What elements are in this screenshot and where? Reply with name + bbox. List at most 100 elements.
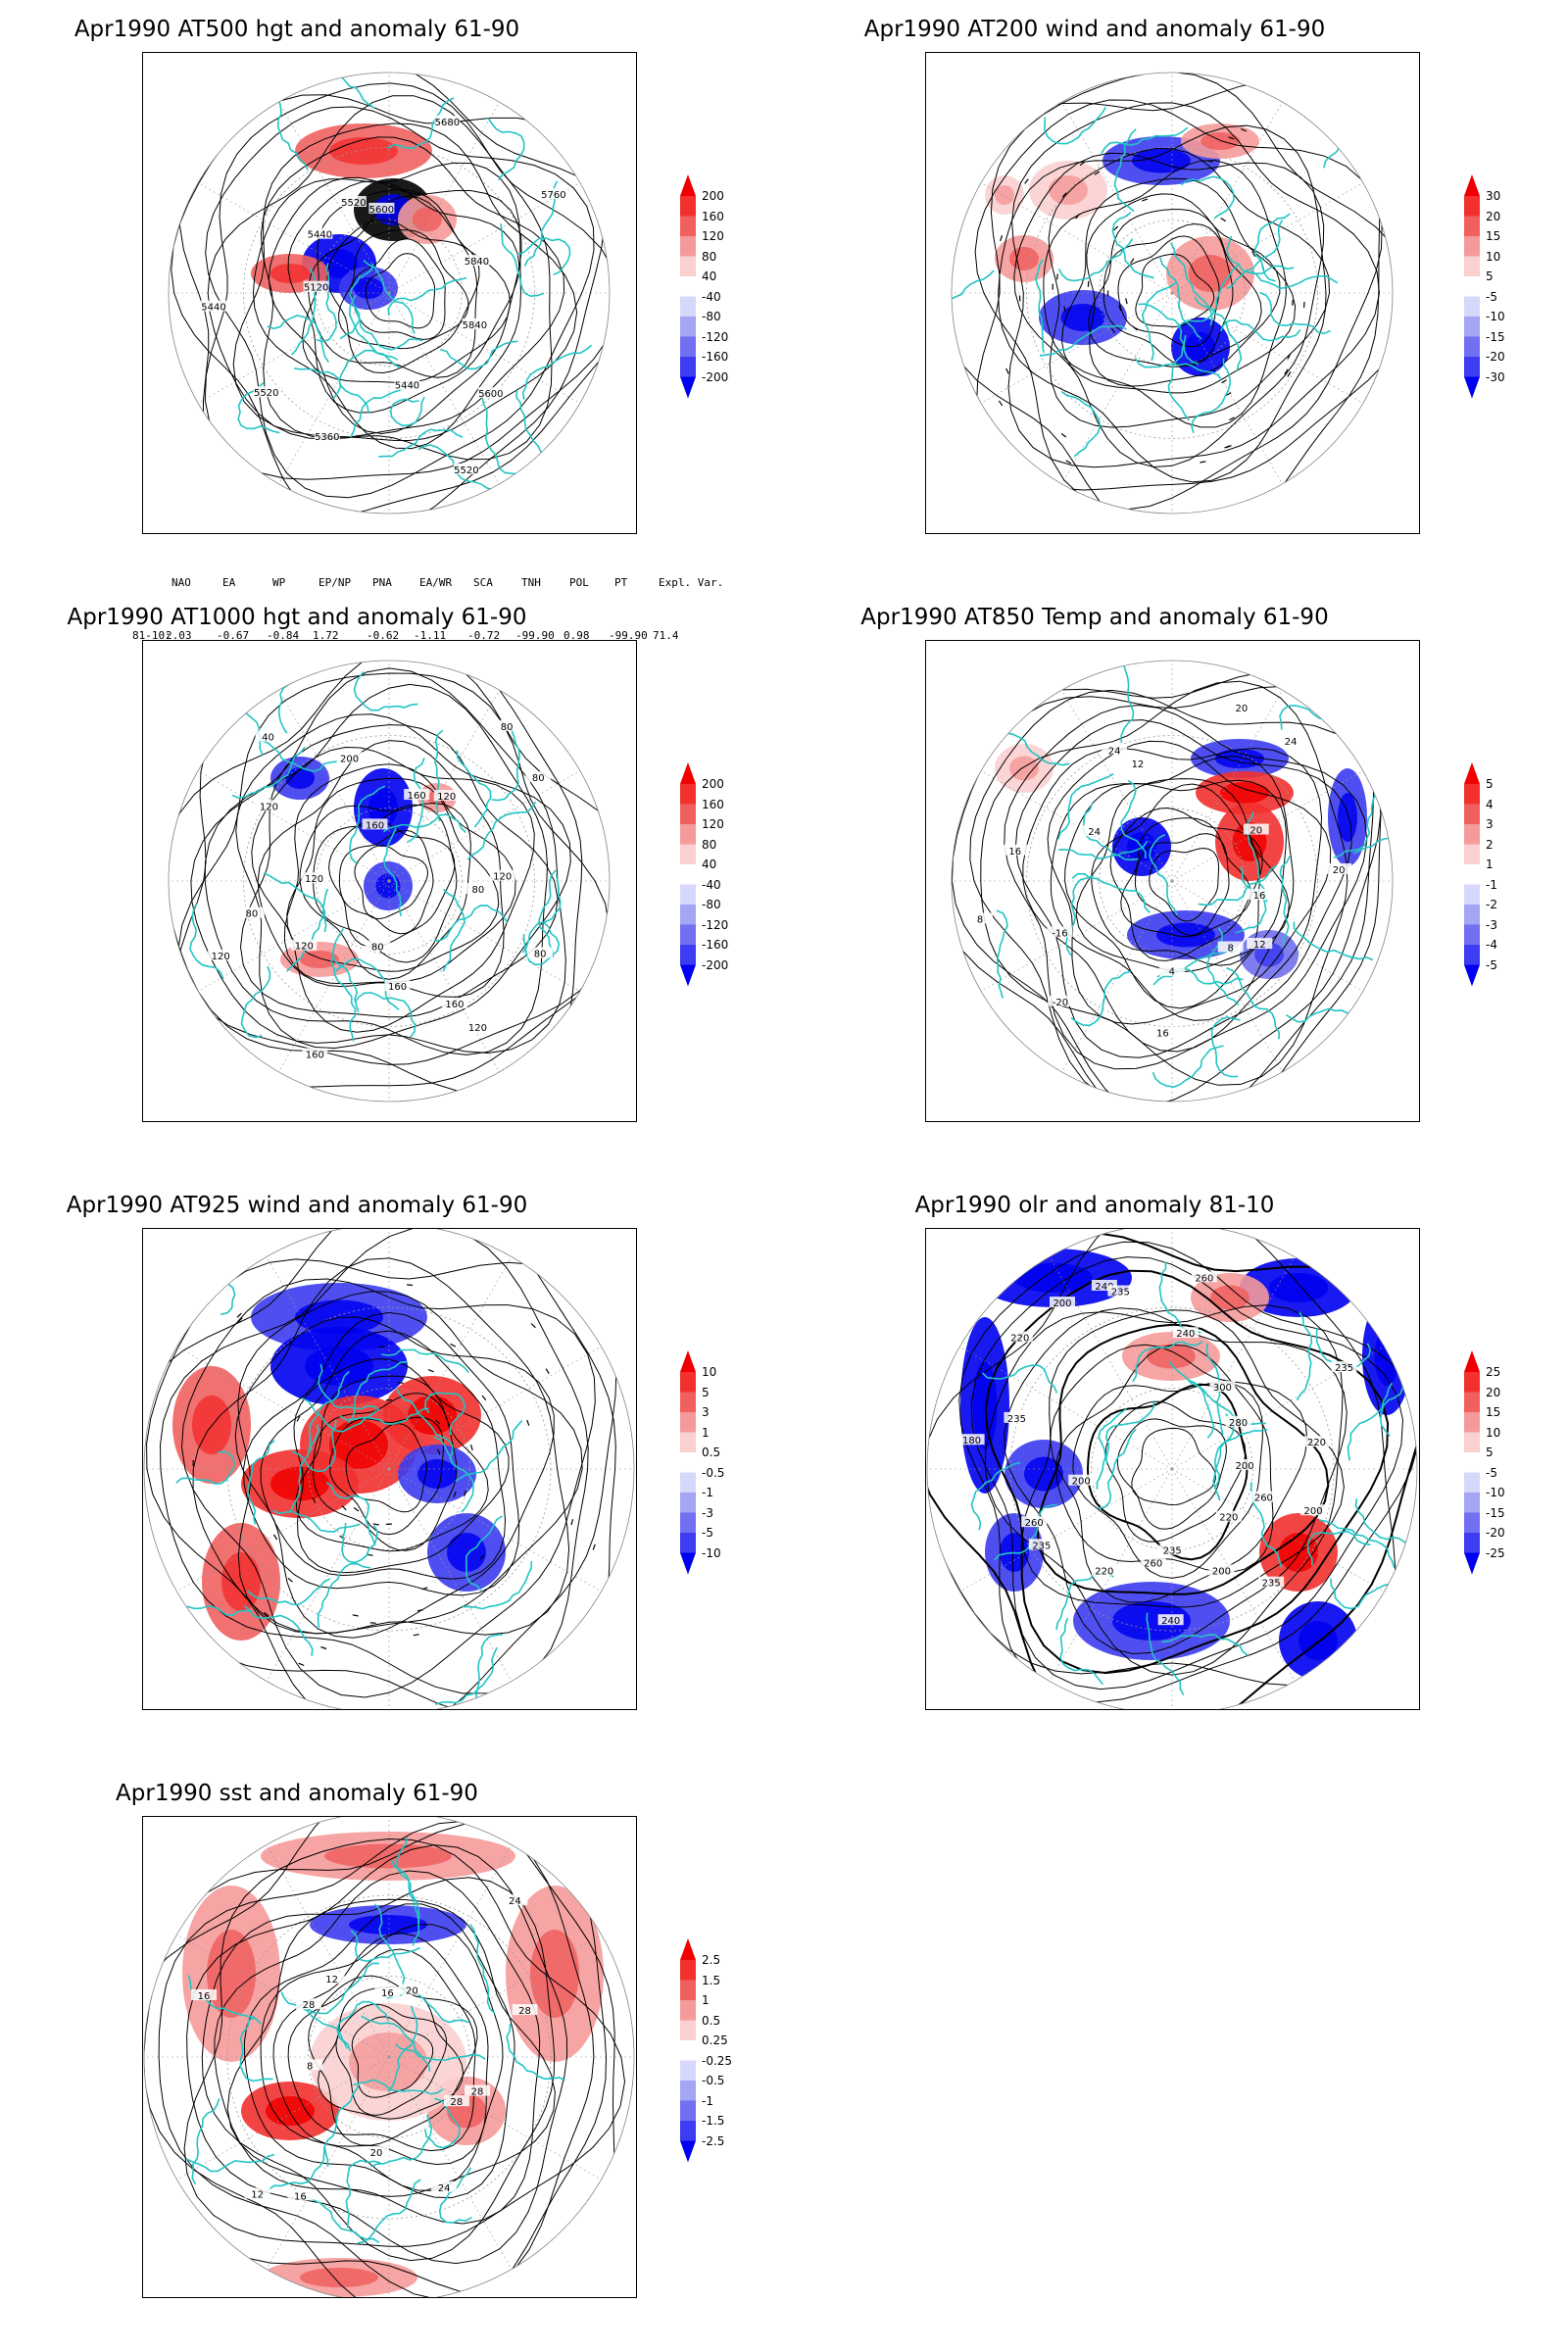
contour-label-bg [512,2004,538,2016]
contour-label-bg [453,463,479,474]
streamline-arrow [372,1523,379,1526]
teleconnection-value: -0.84 [267,629,300,642]
colorbar-swatch [680,784,696,805]
contour-line [260,136,565,439]
contour-label: 24 [1285,737,1298,748]
colorbar-ramp [680,762,696,987]
contour-label-bg [244,2187,270,2199]
colorbar-label: 200 [702,189,724,203]
coastline [355,306,423,351]
contour-label-bg [256,800,282,811]
colorbar-label: -15 [1486,1505,1505,1520]
streamline-arrow [352,1614,359,1617]
contour-label: 5120 [304,283,328,294]
coastline [354,992,416,1038]
contour-line [328,1416,445,1536]
map-boundary [168,72,611,514]
colorbar-swatch [680,216,696,237]
colorbar-label: -160 [702,350,729,364]
coastline [433,729,444,822]
latitude-circle [308,1388,470,1550]
map-plot: 5840 5600 5520 5440 5360 5520 5440 5120 5440 5520… [142,52,637,534]
streamline-arrow [1206,160,1213,163]
coastline [1132,1341,1203,1383]
anomaly-core [221,1552,261,1611]
contour-line [351,2016,434,2098]
contour-label-bg [465,882,491,894]
coastline [1101,126,1189,155]
streamline-arrow [413,1634,419,1637]
contour-label-bg [1124,757,1151,768]
colorbar: 10 5 3 1 0.5 -0.5 -1 -3 -5 -10 [680,1350,739,1615]
contour-label: 235 [1111,1288,1130,1298]
teleconnection-header: PNA [372,576,392,589]
anomaly-core [417,1459,457,1489]
colorbar-swatch [680,236,696,257]
contour-label: 200 [1303,1506,1322,1517]
contour-label: 240 [1161,1616,1180,1627]
streamline-arrow [264,1611,270,1617]
meridian [266,1256,390,1470]
coastline [1319,1519,1396,1568]
contour-line [1091,783,1261,966]
colorbar-ramp [1464,174,1480,399]
contour-line [1036,1323,1330,1595]
coastline [272,1509,361,1533]
teleconnection-row-label: 81-10: [132,629,172,642]
coastline [1226,966,1281,1040]
contour-label: 120 [260,802,278,812]
latitude-circle [1026,735,1318,1027]
latitude-circle [316,220,463,367]
anomaly-core [1132,148,1191,173]
map-layer [144,1229,634,1709]
polar-map: 2602002202352002352402602202352602001802… [926,1229,1418,1709]
contour-label: 120 [437,792,456,803]
anomaly-core [1298,1621,1338,1660]
contour-label: 200 [1053,1298,1071,1309]
contour-label-bg [1081,825,1107,837]
colorbar-swatch [1464,924,1480,946]
contour-line [1004,1307,1348,1655]
coastline [481,397,518,475]
contour-label: 16 [1008,847,1021,858]
colorbar: 25 20 15 10 5 -5 -10 -15 -20 -25 [1464,1350,1523,1615]
streamline-arrow [1005,368,1009,374]
colorbar-label: 4 [1486,797,1494,811]
map-layer [952,73,1393,514]
coastline [1170,242,1213,326]
coastline [1226,235,1295,275]
coastline [1071,872,1151,913]
coastline [1082,803,1139,861]
map-layer [927,1229,1417,1709]
colorbar-swatch [1464,1372,1480,1393]
contour-label: 12 [1132,760,1145,770]
teleconnection-value: -0.72 [467,629,501,642]
colorbar-swatch [1464,1512,1480,1534]
streamline-arrow [479,1554,485,1560]
coastline [455,1419,523,1482]
teleconnection-header: WP [272,576,286,589]
colorbar-top-arrow [1464,762,1480,784]
contour-line [190,667,566,1054]
coastline [1120,779,1147,859]
colorbar-bottom-arrow [1464,376,1480,399]
anomaly-core [285,767,315,789]
contour-label-bg [255,730,281,742]
contour-label-bg [1158,964,1185,976]
contour-line [980,680,1348,1086]
anomaly-core [1374,1327,1399,1386]
contour-line [958,1241,1417,1703]
coastline [1141,282,1176,362]
coastline [363,260,416,334]
contour-label: 80 [534,949,547,959]
meridian [959,1468,1173,1592]
colorbar-label: 2.5 [702,1953,721,1967]
latitude-circle [1026,147,1318,439]
streamline-arrow [453,1491,457,1497]
contour-label-bg [1150,1026,1176,1038]
colorbar-label: 5 [1486,270,1494,283]
streamline-arrow [416,1608,423,1612]
contour-line [326,220,480,374]
coastline [491,724,520,802]
coastline [994,1503,1057,1561]
